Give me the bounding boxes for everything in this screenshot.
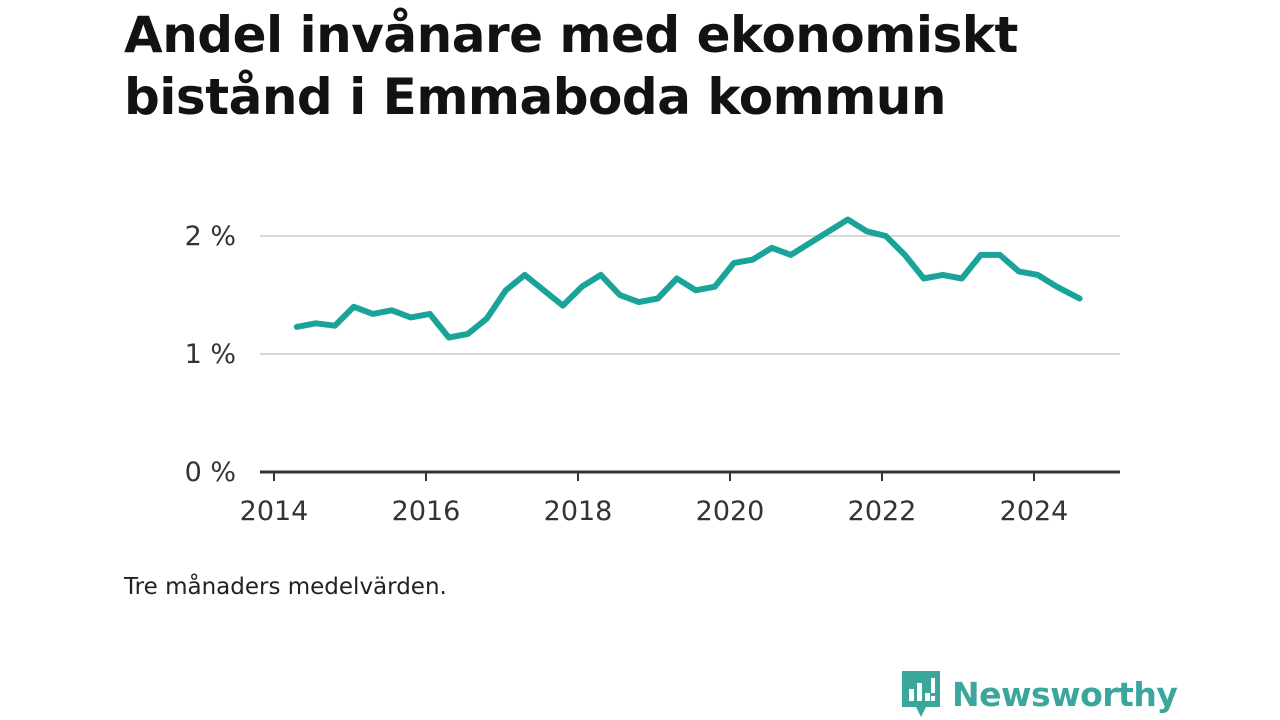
chart-title-line-2: bistånd i Emmaboda kommun bbox=[124, 68, 947, 126]
y-tick-label: 2 % bbox=[185, 221, 236, 252]
newsworthy-logo: Newsworthy bbox=[900, 668, 1178, 720]
line-chart: 0 % 1 % 2 % 2014 2016 2018 2020 2022 2024 bbox=[185, 216, 1120, 527]
chart-title: Andel invånare med ekonomiskt bistånd i … bbox=[124, 4, 1164, 128]
y-tick-label: 0 % bbox=[185, 457, 236, 488]
newsworthy-logo-icon bbox=[902, 671, 940, 717]
x-tick-label: 2016 bbox=[392, 496, 461, 527]
x-tick-label: 2018 bbox=[544, 496, 613, 527]
newsworthy-brand-name: Newsworthy bbox=[952, 674, 1178, 714]
y-tick-label: 1 % bbox=[185, 339, 236, 370]
x-tick-label: 2014 bbox=[240, 496, 309, 527]
chart-note: Tre månaders medelvärden. bbox=[124, 574, 447, 600]
x-tick-label: 2024 bbox=[1000, 496, 1069, 527]
series-line bbox=[293, 216, 1083, 341]
x-tick-label: 2020 bbox=[696, 496, 765, 527]
chart-title-line-1: Andel invånare med ekonomiskt bbox=[124, 6, 1018, 64]
x-tick-label: 2022 bbox=[848, 496, 917, 527]
